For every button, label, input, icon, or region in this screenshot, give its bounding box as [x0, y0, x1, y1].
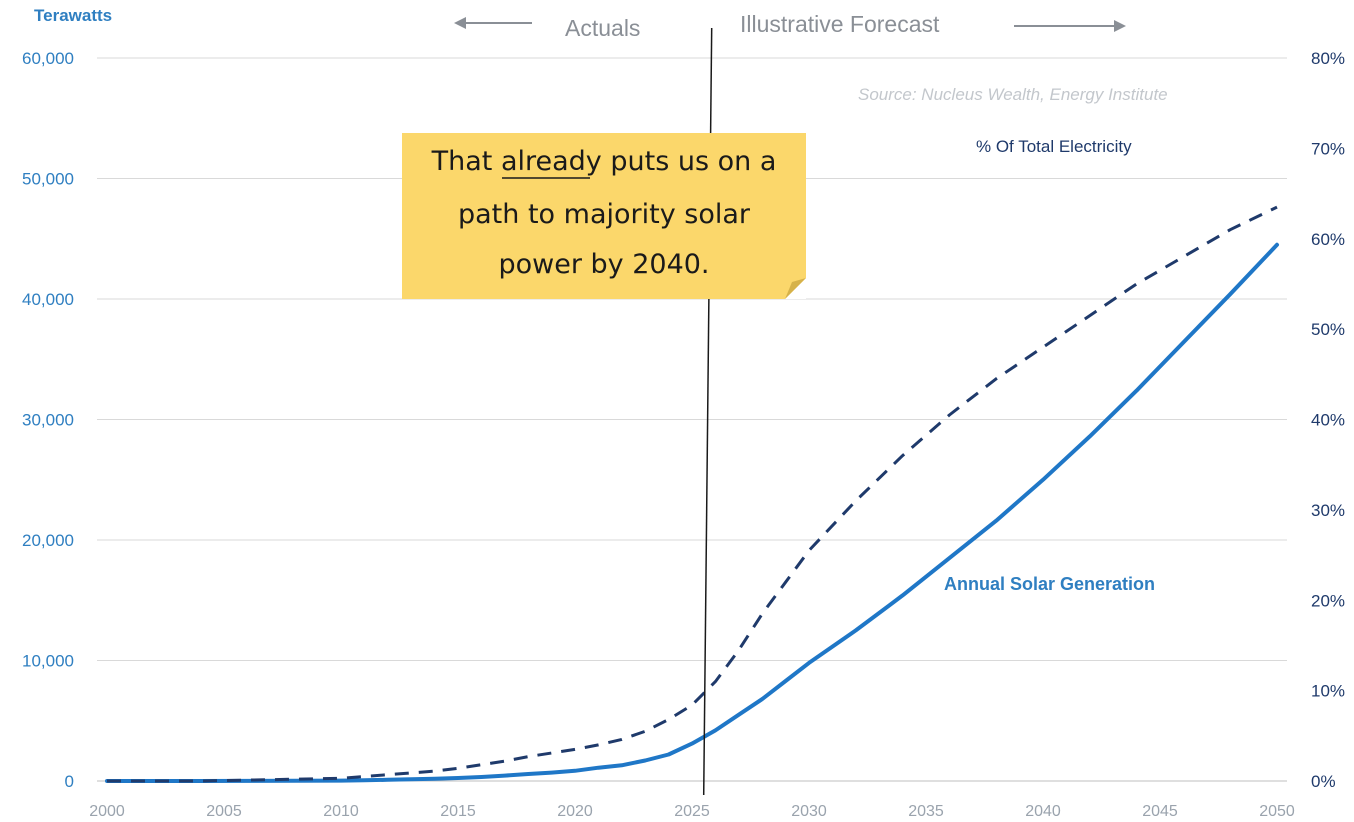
series-layer	[105, 205, 1279, 783]
actuals-arrow-icon	[454, 17, 532, 29]
forecast-arrow-icon	[1014, 20, 1126, 32]
actuals-label: Actuals	[565, 15, 640, 41]
right-tick-label: 70%	[1311, 139, 1345, 158]
forecast-label: Illustrative Forecast	[740, 11, 940, 37]
x-tick-label: 2020	[557, 803, 593, 820]
right-tick-label: 20%	[1311, 591, 1345, 610]
x-tick-label: 2035	[908, 803, 944, 820]
callout-note: That already puts us on a path to majori…	[402, 133, 806, 299]
x-tick-label: 2040	[1025, 803, 1061, 820]
callout-line-2: path to majority solar	[458, 199, 751, 230]
left-tick-label: 10,000	[22, 652, 74, 671]
x-tick-label: 2000	[89, 803, 125, 820]
x-tick-label: 2015	[440, 803, 476, 820]
x-tick-label: 2030	[791, 803, 827, 820]
left-tick-label: 40,000	[22, 290, 74, 309]
left-axis-ticks: 0 10,000 20,000 30,000 40,000 50,000 60,000	[22, 49, 74, 791]
right-tick-label: 30%	[1311, 501, 1345, 520]
series-label-annual-solar: Annual Solar Generation	[944, 574, 1155, 594]
left-tick-label: 60,000	[22, 49, 74, 68]
left-tick-label: 30,000	[22, 411, 74, 430]
left-tick-label: 20,000	[22, 531, 74, 550]
right-tick-label: 60%	[1311, 230, 1345, 249]
right-tick-label: 50%	[1311, 320, 1345, 339]
left-axis-title: Terawatts	[34, 6, 112, 25]
right-tick-label: 10%	[1311, 682, 1345, 701]
right-tick-label: 0%	[1311, 772, 1336, 791]
callout-line-1: That already puts us on a	[431, 146, 777, 177]
x-tick-label: 2025	[674, 803, 710, 820]
source-note: Source: Nucleus Wealth, Energy Institute	[858, 85, 1168, 104]
pct-of-total-line	[107, 205, 1278, 783]
annual-solar-line	[105, 242, 1279, 783]
right-axis-ticks: 0% 10% 20% 30% 40% 50% 60% 70% 80%	[1311, 49, 1345, 791]
x-axis-ticks: 2000 2005 2010 2015 2020 2025 2030 2035 2040 2045…	[89, 803, 1295, 820]
right-tick-label: 40%	[1311, 411, 1345, 430]
x-tick-label: 2005	[206, 803, 242, 820]
left-tick-label: 0	[65, 772, 74, 791]
x-tick-label: 2045	[1142, 803, 1178, 820]
callout-line-3: power by 2040.	[498, 249, 709, 280]
x-tick-label: 2010	[323, 803, 359, 820]
left-tick-label: 50,000	[22, 170, 74, 189]
series-label-pct-of-total: % Of Total Electricity	[976, 137, 1132, 156]
right-tick-label: 80%	[1311, 49, 1345, 68]
x-tick-label: 2050	[1259, 803, 1295, 820]
